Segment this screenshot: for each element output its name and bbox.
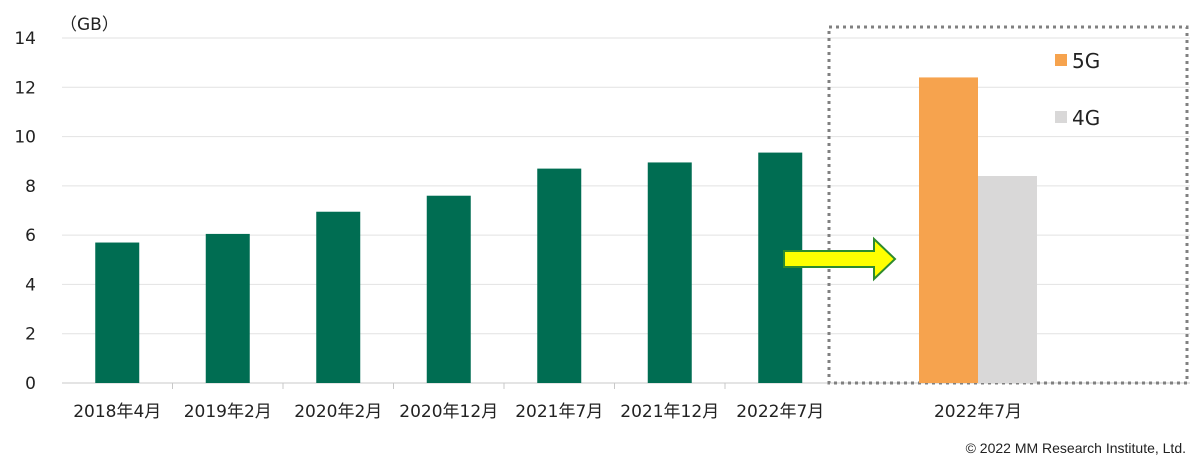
y-tick-label: 0 <box>25 374 36 394</box>
bar <box>316 211 361 383</box>
y-tick-label: 10 <box>14 128 36 148</box>
legend: 5G 4G <box>1055 49 1100 130</box>
x-tick-label: 2022年7月 <box>736 402 824 422</box>
x-tick-label: 2021年12月 <box>620 402 719 422</box>
y-tick-label: 14 <box>14 29 36 49</box>
bars-comparison <box>919 77 1037 383</box>
y-tick-label: 4 <box>25 275 36 295</box>
x-tick-label: 2019年2月 <box>184 402 272 422</box>
y-axis: 0 2 4 6 8 10 12 14 <box>14 29 36 394</box>
y-axis-unit-label: （GB） <box>60 15 119 35</box>
bar <box>95 242 140 383</box>
y-tick-label: 2 <box>25 325 36 345</box>
legend-swatch <box>1055 54 1067 66</box>
arrow-icon <box>783 236 897 282</box>
bar <box>205 233 250 383</box>
y-tick-label: 6 <box>25 226 36 246</box>
y-tick-label: 8 <box>25 177 36 197</box>
bars-main <box>95 152 803 383</box>
copyright-text: © 2022 MM Research Institute, Ltd. <box>965 440 1186 456</box>
x-tick-label: 2022年7月 <box>934 402 1022 422</box>
x-axis-labels-comparison: 2022年7月 <box>934 402 1022 422</box>
x-tick-label: 2021年7月 <box>515 402 603 422</box>
x-tick-label: 2020年12月 <box>399 402 498 422</box>
bar-5g <box>919 77 978 383</box>
bar <box>537 168 582 383</box>
x-tick-label: 2020年2月 <box>294 402 382 422</box>
bar <box>647 162 692 383</box>
y-tick-label: 12 <box>14 78 36 98</box>
x-tick-label: 2018年4月 <box>73 402 161 422</box>
x-axis-labels-main: 2018年4月 2019年2月 2020年2月 2020年12月 2021年7月 2021… <box>73 383 824 422</box>
legend-label: 4G <box>1072 106 1100 130</box>
arrow-shape <box>783 236 897 282</box>
gridlines <box>62 37 1190 384</box>
bar-4g <box>978 176 1037 383</box>
legend-label: 5G <box>1072 49 1100 73</box>
bar <box>426 195 471 383</box>
legend-swatch <box>1055 111 1067 123</box>
